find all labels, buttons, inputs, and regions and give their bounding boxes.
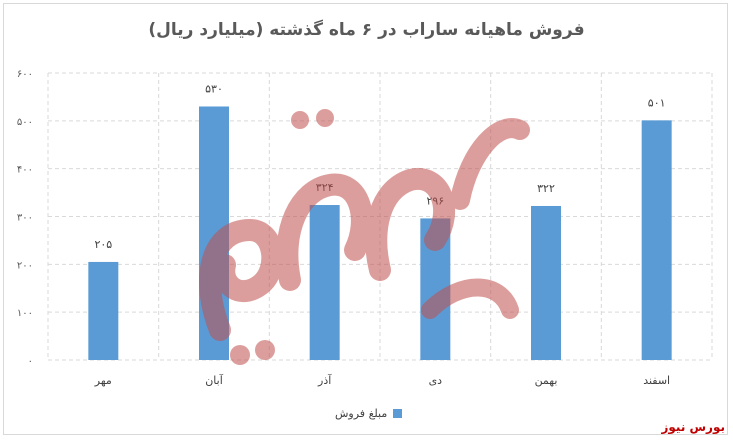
legend-swatch <box>393 409 403 418</box>
chart-legend: مبلغ فروش <box>335 407 403 420</box>
bar <box>309 205 340 360</box>
bar-value-label: ۵۰۱ <box>648 96 666 109</box>
bar <box>641 120 672 360</box>
bar-value-label: ۳۲۴ <box>316 181 334 194</box>
bar <box>88 261 119 360</box>
x-tick-label: آذر <box>317 373 332 387</box>
chart-title: فروش ماهیانه ساراب در ۶ ماه گذشته (میلیا… <box>148 20 585 40</box>
x-tick-label: دی <box>429 374 443 387</box>
bar-value-label: ۵۳۰ <box>205 82 223 95</box>
x-tick-label: اسفند <box>643 374 670 387</box>
y-tick-label: ۴۰۰ <box>17 165 33 176</box>
y-tick-label: ۲۰۰ <box>17 260 33 271</box>
y-tick-label: ۳۰۰ <box>17 213 33 224</box>
bar <box>199 106 229 360</box>
brand-logo: بورس نیوز <box>661 420 725 434</box>
y-tick-label: ۱۰۰ <box>17 308 33 319</box>
bar-value-label: ۳۲۲ <box>537 182 555 195</box>
y-tick-label: ۰ <box>28 356 33 367</box>
bar <box>420 218 451 360</box>
bar-value-label: ۲۹۶ <box>426 194 444 207</box>
y-tick-label: ۶۰۰ <box>17 69 33 80</box>
legend-label: مبلغ فروش <box>335 407 388 420</box>
x-tick-label: آبان <box>205 373 223 387</box>
y-tick-label: ۵۰۰ <box>17 117 33 128</box>
bar-value-label: ۲۰۵ <box>94 238 112 251</box>
x-tick-label: بهمن <box>535 374 558 387</box>
x-tick-label: مهر <box>94 374 112 387</box>
bar <box>531 205 561 360</box>
